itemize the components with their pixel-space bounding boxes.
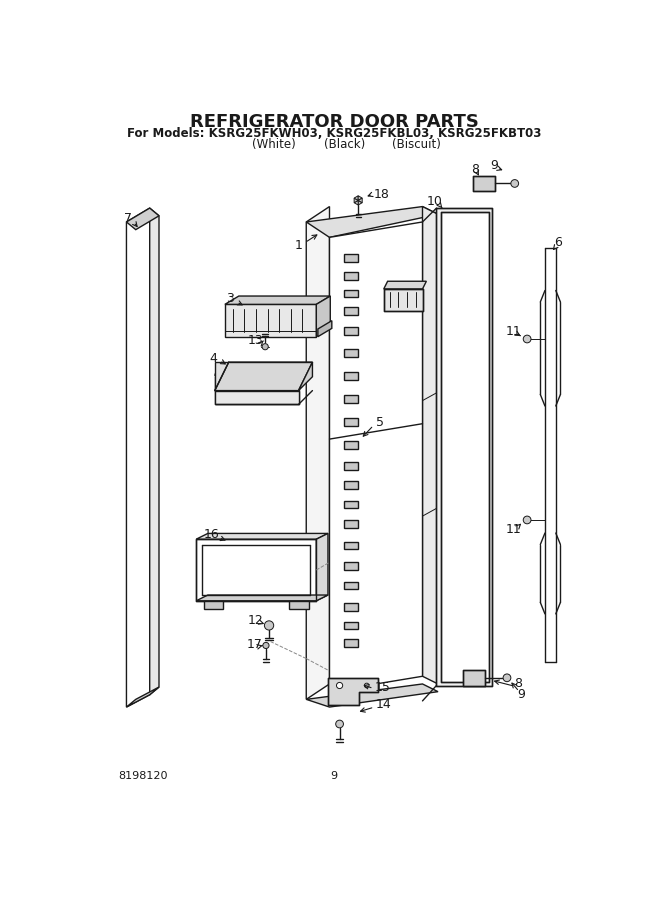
Text: 16: 16 bbox=[204, 528, 220, 541]
Text: 8198120: 8198120 bbox=[119, 771, 168, 781]
Polygon shape bbox=[196, 534, 328, 539]
Polygon shape bbox=[358, 201, 363, 205]
Polygon shape bbox=[344, 308, 358, 315]
Circle shape bbox=[263, 643, 269, 649]
Polygon shape bbox=[202, 545, 310, 595]
Text: 10: 10 bbox=[426, 195, 442, 209]
Circle shape bbox=[336, 682, 343, 688]
Polygon shape bbox=[316, 296, 331, 337]
Polygon shape bbox=[196, 595, 328, 601]
Text: 3: 3 bbox=[226, 292, 233, 305]
Text: 17: 17 bbox=[246, 638, 262, 652]
Text: 11: 11 bbox=[506, 325, 522, 338]
Polygon shape bbox=[344, 500, 358, 508]
Text: 9: 9 bbox=[331, 771, 338, 781]
Polygon shape bbox=[344, 255, 358, 262]
Polygon shape bbox=[344, 272, 358, 280]
Circle shape bbox=[262, 344, 268, 350]
Text: 9: 9 bbox=[491, 159, 499, 172]
Text: 12: 12 bbox=[248, 614, 264, 626]
Polygon shape bbox=[329, 222, 422, 692]
Circle shape bbox=[524, 516, 531, 524]
Polygon shape bbox=[344, 418, 358, 426]
Polygon shape bbox=[344, 328, 358, 335]
Polygon shape bbox=[328, 678, 378, 705]
Polygon shape bbox=[344, 290, 358, 297]
Text: 11: 11 bbox=[506, 524, 522, 536]
Polygon shape bbox=[354, 196, 358, 201]
Polygon shape bbox=[422, 207, 438, 684]
Text: 13: 13 bbox=[248, 334, 264, 347]
Polygon shape bbox=[225, 296, 331, 304]
Text: 7: 7 bbox=[124, 212, 132, 225]
Text: (Black): (Black) bbox=[325, 138, 366, 150]
Polygon shape bbox=[126, 208, 159, 230]
Polygon shape bbox=[344, 622, 358, 629]
Polygon shape bbox=[344, 639, 358, 647]
Circle shape bbox=[524, 335, 531, 343]
Polygon shape bbox=[473, 176, 495, 191]
Circle shape bbox=[336, 720, 344, 728]
Polygon shape bbox=[354, 198, 358, 202]
Text: 18: 18 bbox=[374, 188, 389, 201]
Polygon shape bbox=[441, 212, 489, 681]
Polygon shape bbox=[344, 562, 358, 570]
Polygon shape bbox=[306, 207, 438, 238]
Polygon shape bbox=[344, 349, 358, 356]
Polygon shape bbox=[344, 441, 358, 449]
Text: For Models: KSRG25FKWH03, KSRG25FKBL03, KSRG25FKBT03: For Models: KSRG25FKWH03, KSRG25FKBL03, … bbox=[127, 127, 541, 140]
Polygon shape bbox=[215, 362, 229, 391]
Circle shape bbox=[511, 180, 518, 187]
Polygon shape bbox=[318, 320, 332, 337]
Polygon shape bbox=[436, 208, 492, 686]
Text: 9: 9 bbox=[517, 688, 525, 701]
Polygon shape bbox=[344, 603, 358, 611]
Polygon shape bbox=[225, 304, 316, 337]
Polygon shape bbox=[215, 376, 299, 404]
Polygon shape bbox=[358, 198, 363, 202]
Polygon shape bbox=[344, 520, 358, 527]
Polygon shape bbox=[215, 391, 299, 404]
Polygon shape bbox=[204, 601, 224, 608]
Text: 14: 14 bbox=[376, 698, 392, 711]
Polygon shape bbox=[344, 395, 358, 403]
Polygon shape bbox=[384, 289, 422, 310]
Polygon shape bbox=[344, 372, 358, 380]
Polygon shape bbox=[358, 196, 363, 201]
Polygon shape bbox=[344, 463, 358, 470]
Circle shape bbox=[265, 621, 274, 630]
Polygon shape bbox=[384, 281, 426, 289]
Text: 8: 8 bbox=[514, 678, 522, 690]
Text: (White): (White) bbox=[252, 138, 295, 150]
Text: (Biscuit): (Biscuit) bbox=[392, 138, 441, 150]
Polygon shape bbox=[463, 670, 484, 686]
Text: 5: 5 bbox=[376, 416, 384, 428]
Polygon shape bbox=[316, 534, 328, 601]
Polygon shape bbox=[344, 542, 358, 549]
Polygon shape bbox=[344, 482, 358, 490]
Polygon shape bbox=[126, 208, 150, 707]
Polygon shape bbox=[306, 684, 438, 707]
Text: 1: 1 bbox=[295, 238, 303, 252]
Text: REFRIGERATOR DOOR PARTS: REFRIGERATOR DOOR PARTS bbox=[190, 112, 479, 130]
Polygon shape bbox=[126, 687, 159, 707]
Text: 6: 6 bbox=[554, 236, 562, 249]
Text: 15: 15 bbox=[374, 680, 390, 694]
Circle shape bbox=[364, 683, 369, 688]
Text: 4: 4 bbox=[209, 352, 217, 365]
Polygon shape bbox=[150, 208, 159, 695]
Polygon shape bbox=[215, 362, 312, 391]
Polygon shape bbox=[354, 201, 358, 205]
Polygon shape bbox=[306, 207, 329, 699]
Text: 8: 8 bbox=[471, 163, 479, 176]
Polygon shape bbox=[344, 581, 358, 590]
Polygon shape bbox=[196, 539, 316, 601]
Polygon shape bbox=[299, 362, 312, 391]
Polygon shape bbox=[289, 601, 308, 608]
Circle shape bbox=[503, 674, 511, 681]
